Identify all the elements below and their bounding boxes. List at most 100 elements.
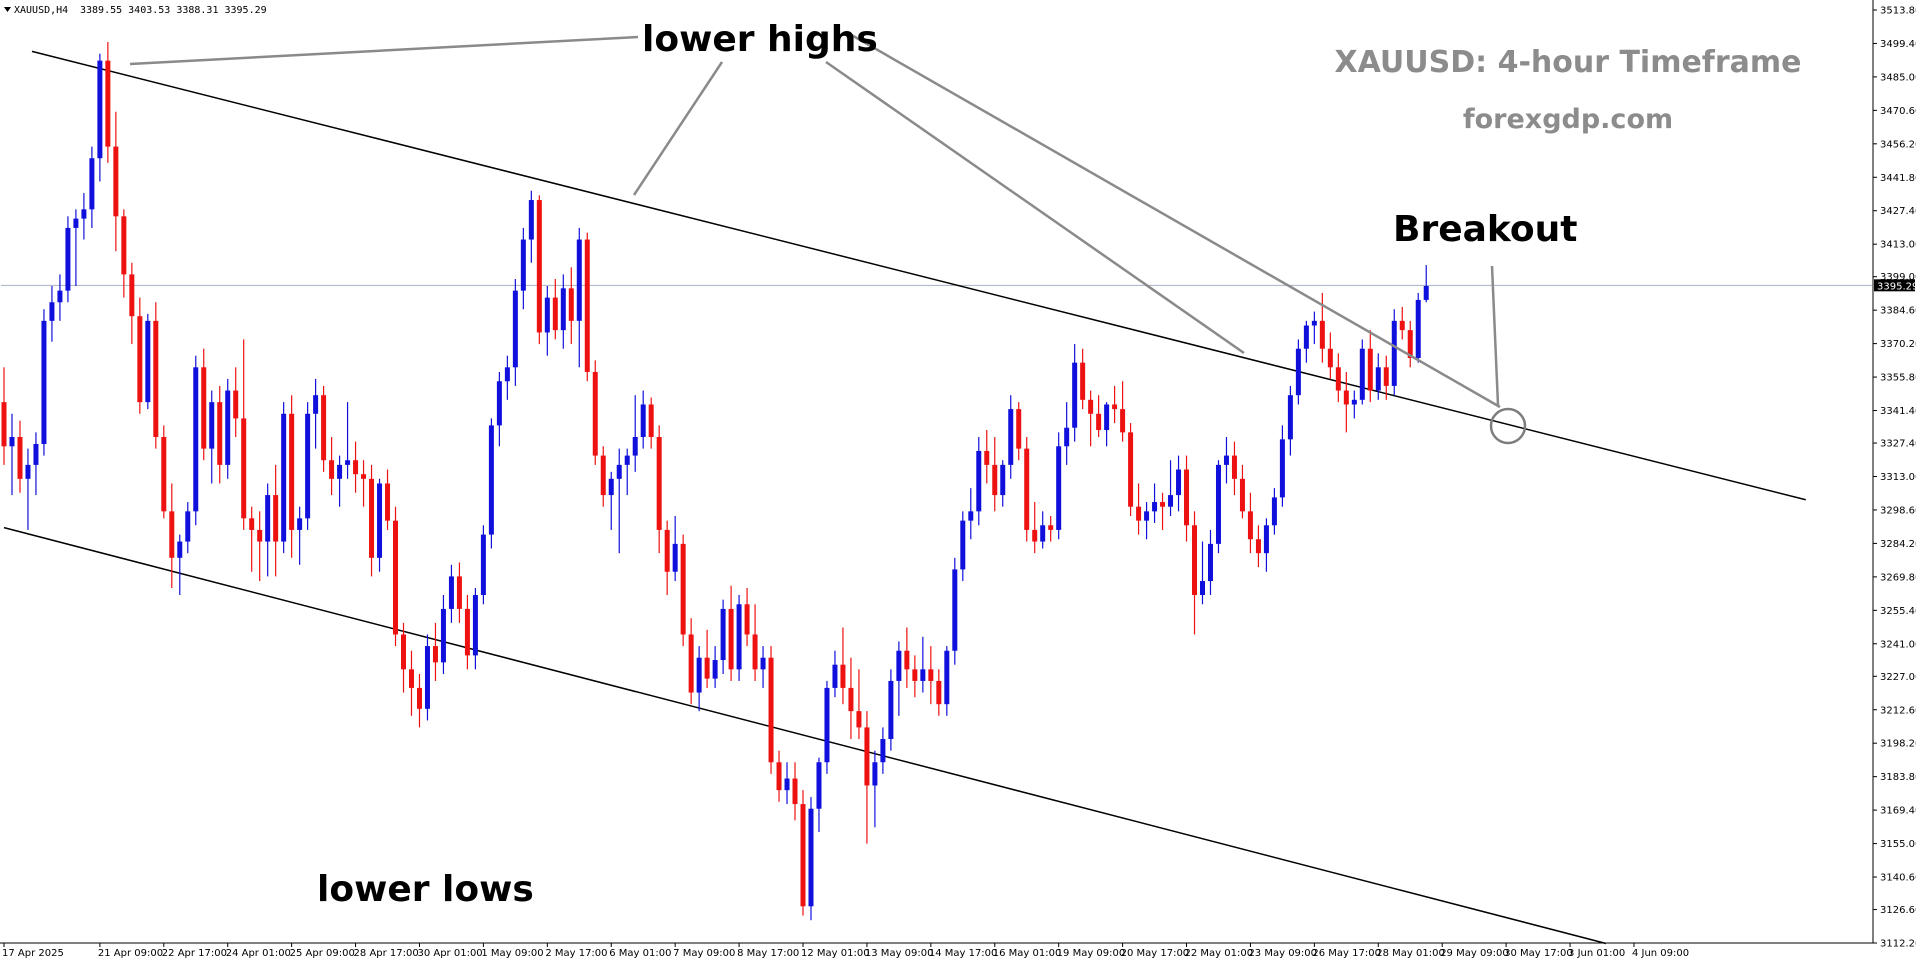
candle-body	[840, 664, 846, 688]
trendline-upper[interactable]	[31, 50, 1806, 501]
candle	[401, 622, 406, 693]
current-price-label: 3395.29	[1874, 279, 1916, 292]
candle-body	[97, 60, 103, 159]
candle	[1120, 381, 1126, 442]
candle-body	[760, 657, 766, 670]
y-tick-label: 3227.00	[1880, 672, 1916, 683]
candle-body	[385, 483, 391, 521]
candle	[1247, 492, 1253, 554]
candle-body	[89, 158, 95, 210]
candle-body	[217, 402, 223, 465]
candle	[281, 402, 287, 554]
candle	[616, 448, 622, 554]
candle-body	[1168, 495, 1174, 507]
candle	[249, 506, 255, 572]
candle-body	[968, 511, 974, 521]
candle-body	[1072, 362, 1078, 428]
y-tick-label: 3126.60	[1880, 905, 1916, 916]
candle-body	[744, 604, 750, 635]
candle-body	[1032, 529, 1038, 542]
candle	[568, 267, 574, 345]
candle-body	[768, 657, 774, 763]
x-tick-label: 4 Jun 09:00	[1632, 948, 1689, 959]
candle-body	[432, 646, 438, 663]
candle-body	[800, 804, 806, 907]
candle	[369, 464, 375, 577]
y-tick-label: 3169.40	[1880, 806, 1916, 817]
candle-body	[401, 634, 406, 670]
candle-body	[49, 302, 55, 321]
candle-body	[728, 608, 734, 670]
candle	[193, 355, 199, 526]
candle-body	[1136, 506, 1142, 521]
candle	[480, 525, 486, 605]
candle	[984, 430, 990, 484]
y-tick-label: 3298.60	[1880, 505, 1916, 516]
x-tick-label: 23 May 09:00	[1248, 948, 1317, 959]
candle-body	[880, 739, 886, 763]
candle	[824, 680, 830, 774]
candle	[1016, 402, 1022, 461]
candle	[337, 455, 343, 507]
candle-body	[1359, 348, 1365, 400]
candle-body	[680, 543, 686, 635]
candle	[992, 437, 998, 512]
candle-body	[632, 437, 638, 456]
y-tick-label: 3198.20	[1880, 739, 1916, 750]
candle	[632, 395, 638, 472]
candle	[1383, 355, 1389, 400]
candle-body	[369, 478, 375, 558]
candle	[289, 395, 295, 558]
candle-body	[1327, 348, 1333, 368]
candle	[153, 302, 159, 449]
candle-body	[1263, 525, 1269, 554]
candle	[888, 669, 894, 751]
y-tick-label: 3399.00	[1880, 272, 1916, 283]
annotation-lower-lows: lower lows	[317, 869, 534, 910]
candle	[1112, 385, 1118, 424]
candle-body	[776, 762, 782, 791]
candle-body	[1375, 367, 1381, 391]
candle	[736, 594, 742, 681]
candle	[728, 585, 734, 681]
candle	[512, 279, 518, 386]
candle-body	[41, 320, 47, 444]
candle-body	[864, 727, 870, 786]
candle	[808, 797, 814, 921]
x-tick-label: 7 May 09:00	[673, 948, 735, 959]
candle	[233, 367, 239, 438]
candle	[161, 425, 167, 519]
candle-body	[289, 413, 295, 530]
candle-body	[1144, 511, 1150, 521]
candle	[393, 506, 399, 647]
candle-body	[784, 778, 790, 791]
candle	[416, 673, 422, 728]
candle-body	[1239, 478, 1245, 512]
candle-body	[1343, 390, 1349, 405]
x-tick-label: 16 May 01:00	[993, 948, 1062, 959]
candle	[1223, 437, 1229, 484]
candle	[896, 641, 902, 716]
x-tick-label: 19 May 09:00	[1057, 948, 1126, 959]
candle-body	[1128, 432, 1134, 507]
candle	[1215, 460, 1221, 554]
candle-body	[640, 404, 646, 438]
candle-body	[504, 367, 510, 382]
candle-body	[672, 543, 678, 572]
candle-body	[1295, 348, 1301, 396]
candle	[552, 279, 558, 340]
y-tick-label: 3499.40	[1880, 39, 1916, 50]
candle	[1088, 390, 1094, 447]
candle	[1367, 330, 1373, 403]
candle	[448, 564, 454, 623]
trendline-lower[interactable]	[3, 526, 1607, 945]
y-tick-label: 3485.00	[1880, 72, 1916, 83]
symbol-label: XAUUSD,H4	[14, 5, 68, 16]
dropdown-triangle-icon[interactable]	[4, 7, 11, 12]
trendlines	[3, 50, 1806, 945]
candle	[672, 515, 678, 582]
candle-body	[249, 518, 255, 530]
candle	[1287, 385, 1293, 456]
candle	[9, 413, 15, 496]
